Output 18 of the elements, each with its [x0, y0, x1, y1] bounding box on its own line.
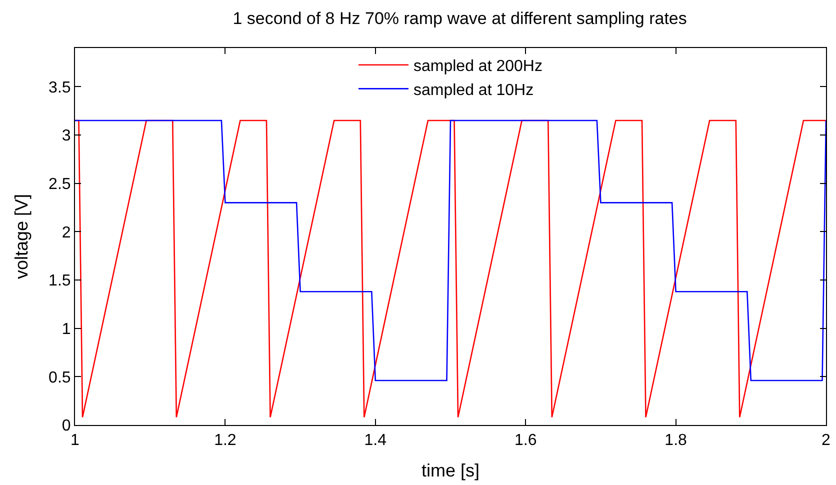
x-tick-label: 1.6: [514, 432, 537, 450]
chart-title: 1 second of 8 Hz 70% ramp wave at different sampling rates: [232, 9, 687, 28]
y-tick-label: 1: [62, 320, 71, 338]
y-tick-label: 0.5: [48, 369, 71, 386]
y-tick-label: 2: [62, 224, 71, 242]
legend-label: sampled at 10Hz: [414, 82, 534, 99]
x-tick-label: 2: [822, 432, 831, 450]
y-tick-label: 0: [62, 418, 71, 435]
y-tick-label: 3: [62, 128, 71, 145]
y-axis-title: voltage [V]: [12, 194, 32, 280]
legend-label: sampled at 200Hz: [414, 58, 542, 76]
x-axis-title: time [s]: [421, 460, 480, 480]
y-tick-label: 1.5: [48, 272, 71, 290]
x-tick-label: 1.8: [664, 432, 688, 450]
y-tick-label: 2.5: [48, 176, 71, 193]
y-tick-label: 3.5: [48, 79, 71, 96]
x-tick-label: 1.4: [364, 432, 387, 450]
x-tick-label: 1.2: [214, 432, 236, 450]
